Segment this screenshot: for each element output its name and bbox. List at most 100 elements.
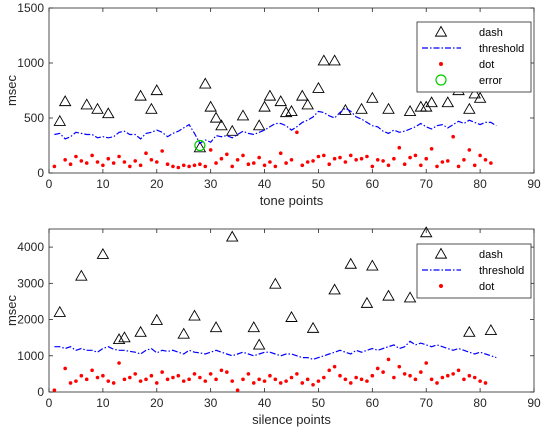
dot-point — [79, 373, 84, 378]
dot-point — [381, 159, 385, 163]
dot-point — [365, 379, 369, 383]
dash-point — [75, 269, 88, 281]
dot-point — [305, 160, 310, 164]
dot-point — [128, 164, 132, 169]
bottom-chart-silence-points: 0 10 20 30 40 50 60 70 80 90 0 1000 2000 3000 4000 sile… — [4, 226, 541, 427]
x-tick-label: 90 — [527, 396, 541, 410]
legend-label-dot: dot — [479, 281, 494, 293]
dash-point — [366, 259, 379, 271]
threshold-line — [54, 107, 497, 145]
x-axis-label: silence points — [252, 412, 331, 427]
dot-point — [241, 377, 245, 382]
dot-point — [165, 377, 170, 382]
x-tick-label: 70 — [420, 396, 434, 410]
x-tick-label: 20 — [150, 177, 164, 191]
dot-point — [348, 153, 353, 158]
dot-point — [122, 160, 127, 164]
dot-point — [101, 163, 105, 168]
dot-point — [90, 153, 94, 158]
legend-dash-marker — [434, 25, 448, 37]
dot-point — [365, 154, 369, 159]
dot-point — [241, 153, 245, 158]
dot-point — [332, 364, 337, 369]
dash-point — [463, 325, 476, 337]
x-tick-label: 80 — [473, 177, 487, 191]
dot-point — [419, 370, 423, 374]
x-tick-label: 10 — [96, 177, 110, 191]
dot-point — [95, 160, 100, 164]
dash-point — [403, 104, 417, 116]
dash-point — [204, 100, 217, 112]
dash-point — [91, 102, 104, 114]
dot-point — [472, 375, 477, 380]
dot-point — [138, 163, 143, 168]
dash-point — [209, 321, 223, 333]
dot-point — [171, 164, 175, 169]
dot-point — [343, 377, 348, 382]
dot-point — [84, 161, 89, 165]
threshold-line — [54, 340, 497, 361]
dot-point — [381, 370, 385, 374]
dash-point — [269, 277, 282, 289]
dash-point — [225, 124, 239, 136]
dot-point — [149, 158, 154, 162]
dash-point — [225, 230, 239, 242]
dash-point — [209, 111, 223, 123]
y-axis-label: msec — [4, 294, 19, 326]
series-dash — [53, 226, 498, 350]
dot-point — [165, 162, 170, 166]
dash-point — [366, 91, 379, 103]
dot-point — [467, 148, 472, 152]
legend-error-marker — [435, 74, 447, 86]
dot-point — [187, 164, 191, 169]
dot-point — [219, 368, 224, 373]
dot-point — [316, 379, 321, 383]
dot-point — [198, 375, 202, 380]
dot-point — [235, 158, 240, 162]
dot-point — [181, 379, 186, 383]
dot-point — [327, 162, 332, 166]
dot-point — [408, 155, 412, 160]
series-dot — [52, 357, 488, 392]
dot-point — [273, 164, 278, 169]
dot-point — [278, 381, 283, 385]
dot-point — [133, 372, 138, 376]
y-tick-label: 1500 — [17, 1, 44, 15]
dot-point — [392, 156, 396, 161]
y-axis-label: msec — [4, 74, 19, 106]
dash-point — [258, 100, 271, 112]
legend-label-error: error — [479, 75, 503, 87]
dot-point — [187, 377, 191, 382]
dot-point — [68, 381, 73, 385]
dot-point — [171, 375, 175, 380]
dot-point — [251, 381, 256, 385]
dot-point — [230, 164, 235, 169]
dot-point — [74, 154, 78, 159]
dot-point — [354, 158, 358, 162]
top-chart-tone-points: 0 10 20 30 40 50 60 70 80 90 0 500 1000 1500 tone poin… — [4, 1, 541, 208]
dot-point — [214, 377, 218, 382]
dash-point — [134, 325, 147, 337]
dot-point — [402, 372, 407, 376]
dot-point — [225, 152, 229, 157]
dot-point — [262, 163, 267, 168]
series-dot — [52, 130, 493, 170]
dash-point — [419, 226, 433, 238]
y-tick-label: 4000 — [17, 240, 44, 254]
dot-point — [79, 159, 84, 163]
dot-point — [419, 163, 423, 168]
dash-point — [382, 289, 395, 301]
legend-dot-marker — [439, 62, 443, 66]
legend: dash threshold dot — [416, 243, 532, 299]
dot-point — [176, 373, 181, 378]
dot-point — [117, 361, 121, 365]
dot-point — [117, 154, 121, 159]
dash-point — [263, 89, 277, 101]
dot-point — [106, 156, 111, 161]
dot-point — [472, 163, 477, 168]
dot-point — [359, 156, 364, 161]
dot-point — [456, 164, 461, 169]
dot-point — [63, 366, 67, 371]
y-tick-label: 2000 — [17, 313, 44, 327]
dash-point — [134, 89, 147, 101]
